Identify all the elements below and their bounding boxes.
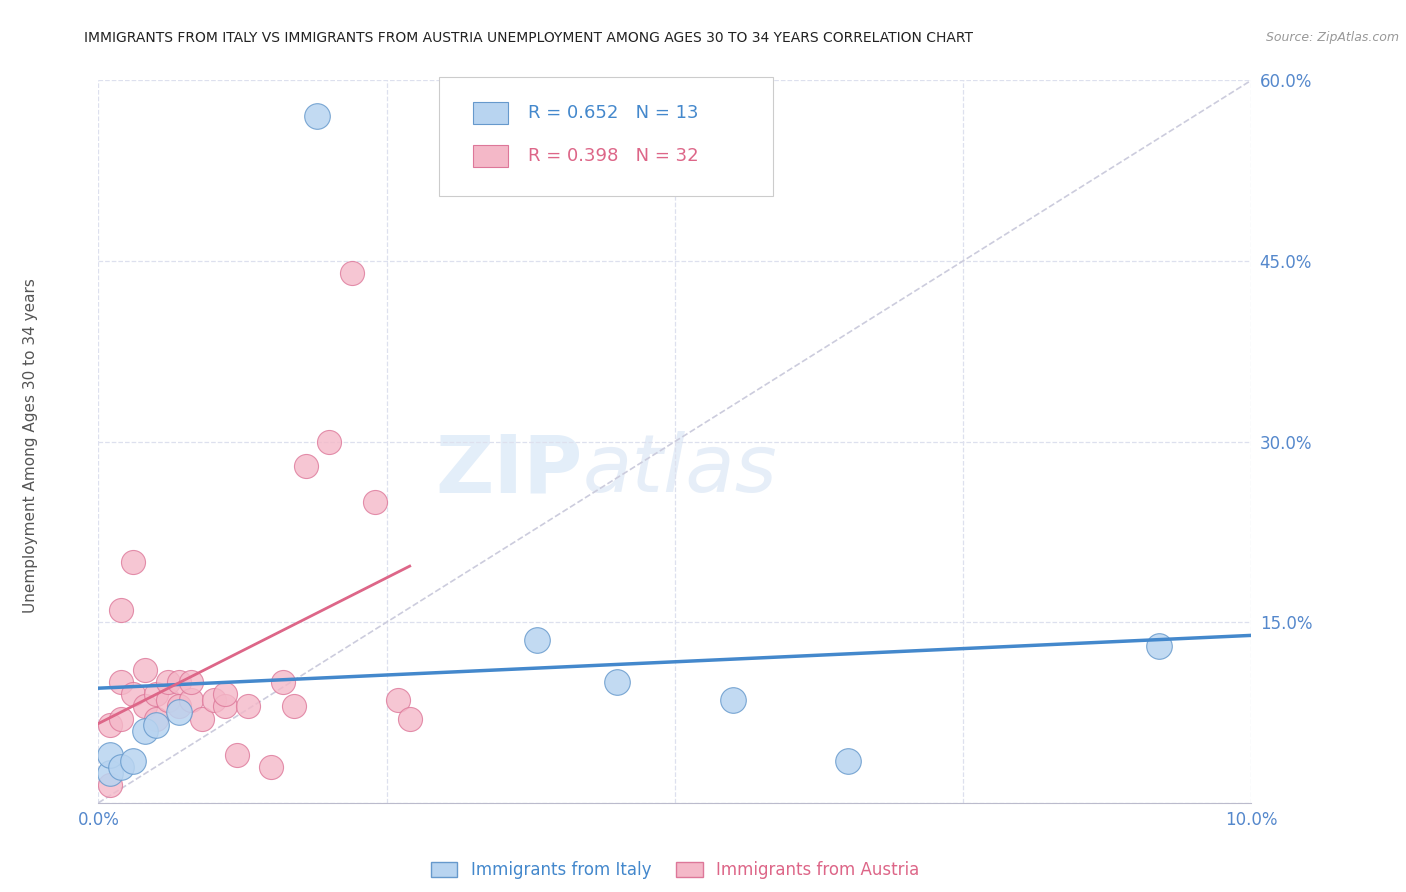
Point [387,693,409,707]
Point [134,664,156,678]
Text: Source: ZipAtlas.com: Source: ZipAtlas.com [1265,31,1399,45]
Text: atlas: atlas [582,432,778,509]
Point [110,675,132,690]
Point [398,712,420,726]
Point [721,693,744,707]
Text: R = 0.398   N = 32: R = 0.398 N = 32 [529,147,699,165]
Point [1147,639,1170,653]
Point [202,693,225,707]
Point [145,712,167,726]
Point [98,747,121,762]
Point [122,754,145,768]
Point [110,603,132,617]
Text: R = 0.652   N = 13: R = 0.652 N = 13 [529,103,699,122]
Point [307,109,329,123]
Point [191,712,214,726]
Point [318,434,340,449]
Point [526,633,548,648]
Point [167,675,190,690]
Point [98,717,121,731]
Text: IMMIGRANTS FROM ITALY VS IMMIGRANTS FROM AUSTRIA UNEMPLOYMENT AMONG AGES 30 TO 3: IMMIGRANTS FROM ITALY VS IMMIGRANTS FROM… [84,31,973,45]
Point [98,765,121,780]
Point [340,266,363,280]
Point [110,712,132,726]
Point [122,687,145,701]
Point [214,687,236,701]
FancyBboxPatch shape [472,102,508,124]
Point [271,675,294,690]
Point [180,693,202,707]
FancyBboxPatch shape [472,145,508,167]
Text: ZIP: ZIP [436,432,582,509]
Point [180,675,202,690]
Point [156,675,179,690]
Point [145,687,167,701]
Text: Unemployment Among Ages 30 to 34 years: Unemployment Among Ages 30 to 34 years [24,278,38,614]
Point [167,706,190,720]
Point [134,723,156,738]
Legend: Immigrants from Italy, Immigrants from Austria: Immigrants from Italy, Immigrants from A… [430,861,920,880]
Point [167,699,190,714]
Point [283,699,305,714]
Point [214,699,236,714]
Point [122,555,145,569]
Point [606,675,628,690]
Point [156,693,179,707]
Point [364,494,387,508]
Point [225,747,247,762]
Point [110,760,132,774]
FancyBboxPatch shape [439,77,773,196]
Point [134,699,156,714]
Point [145,717,167,731]
Point [98,778,121,792]
Point [260,760,283,774]
Point [295,458,318,473]
Point [837,754,859,768]
Point [238,699,260,714]
